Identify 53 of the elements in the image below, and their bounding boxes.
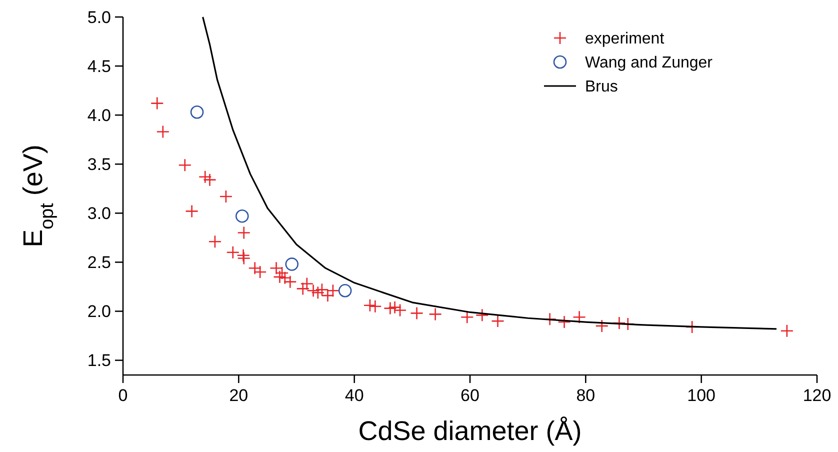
y-tick-label: 3.5 <box>87 155 111 174</box>
point <box>235 209 249 223</box>
point <box>612 316 626 330</box>
point <box>285 258 299 271</box>
y-tick-label: 5.0 <box>87 8 111 27</box>
point <box>491 314 504 328</box>
x-tick-label: 0 <box>118 386 128 405</box>
x-axis-title: CdSe diameter (Å) <box>358 416 582 446</box>
x-tick-label: 120 <box>802 386 832 405</box>
point <box>428 308 442 321</box>
point <box>410 306 424 320</box>
y-tick-label: 4.5 <box>87 56 111 76</box>
y-tick-label: 1.5 <box>87 351 111 370</box>
point <box>475 308 489 322</box>
x-tick-label: 60 <box>460 386 480 405</box>
point <box>190 105 204 119</box>
point <box>368 300 382 313</box>
y-tick-label: 4.0 <box>87 106 111 126</box>
point <box>237 252 251 265</box>
point <box>572 310 586 324</box>
point <box>203 173 216 186</box>
x-tick-label: 80 <box>576 386 596 405</box>
point <box>237 226 251 240</box>
x-tick-label: 20 <box>229 386 248 405</box>
point <box>338 284 352 298</box>
point <box>156 125 170 138</box>
y-tick-label: 2.0 <box>87 302 111 322</box>
point <box>780 324 794 338</box>
legend-label: Brus <box>585 78 618 96</box>
x-tick-label: 100 <box>687 386 716 405</box>
y-tick-label: 2.5 <box>87 253 111 272</box>
legend-label: experiment <box>585 30 665 48</box>
point <box>150 96 164 110</box>
point <box>178 158 192 172</box>
y-tick-label: 3.0 <box>87 204 111 224</box>
point <box>296 282 310 296</box>
point <box>326 284 340 298</box>
point <box>236 248 250 262</box>
point <box>595 319 609 333</box>
point <box>208 234 222 248</box>
point <box>185 204 198 218</box>
point <box>384 302 397 315</box>
x-tick-label: 40 <box>344 386 364 405</box>
point <box>311 286 325 300</box>
point <box>198 170 212 184</box>
legend-label: Wang and Zunger <box>585 54 714 72</box>
point <box>363 298 377 312</box>
point <box>273 270 286 284</box>
point <box>460 310 474 324</box>
point <box>219 190 233 204</box>
line-series <box>202 16 778 330</box>
point <box>226 246 240 260</box>
point <box>558 315 571 329</box>
